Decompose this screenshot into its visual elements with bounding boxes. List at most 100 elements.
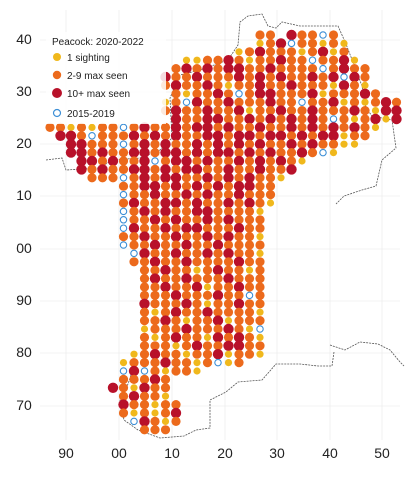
record-dot-one <box>350 115 359 123</box>
record-dot-many <box>254 155 266 167</box>
record-dot-few <box>223 114 234 124</box>
record-dot-few <box>223 265 234 275</box>
record-dot-many <box>170 113 182 125</box>
record-dot-few <box>181 232 192 242</box>
record-dot-one <box>277 174 285 182</box>
record-dot-few <box>244 89 255 99</box>
y-tick-label: 40 <box>16 31 32 47</box>
record-dot-many <box>191 97 203 108</box>
record-dot-many <box>212 88 224 100</box>
record-dot-few <box>139 290 150 300</box>
record-dot-few <box>213 97 223 107</box>
record-dot-many <box>191 122 203 133</box>
record-dot-few <box>192 316 202 326</box>
record-dot-few <box>202 139 213 149</box>
record-dot-many <box>202 113 213 125</box>
record-dot-one <box>203 283 212 291</box>
record-dot-few <box>223 89 234 99</box>
record-dot-many <box>170 290 182 301</box>
record-dot-few <box>150 383 160 393</box>
record-dot-many <box>160 315 171 326</box>
record-dot-one <box>340 132 348 140</box>
record-dot-few <box>276 89 286 99</box>
record-dot-many <box>170 155 182 167</box>
record-dot-few <box>87 148 97 158</box>
record-dot-few <box>181 265 192 275</box>
record-dot-many <box>139 416 150 427</box>
record-dot-one <box>193 367 201 375</box>
record-dot-many <box>328 122 339 133</box>
record-dot-many <box>223 97 234 108</box>
record-dot-few <box>192 232 202 242</box>
record-dot-few <box>223 139 234 149</box>
x-tick-label: 20 <box>217 445 233 461</box>
record-dot-many <box>191 206 203 217</box>
record-dot-few <box>255 131 265 141</box>
record-dot-old <box>119 140 128 148</box>
record-dot-few <box>202 89 213 99</box>
record-dot-one <box>193 266 201 274</box>
record-dot-many <box>181 189 192 200</box>
record-dot-one <box>298 48 306 56</box>
record-dot-few <box>265 47 276 57</box>
record-dot-few <box>150 265 160 275</box>
record-dot-few <box>244 349 255 359</box>
record-dot-many <box>139 122 150 133</box>
record-dot-few <box>307 64 318 74</box>
record-dot-few <box>150 248 160 258</box>
record-dot-few <box>129 374 139 384</box>
record-dot-few <box>255 55 265 65</box>
record-dot-one <box>67 123 75 131</box>
record-dot-few <box>297 106 307 116</box>
record-dot-few <box>255 97 265 107</box>
record-dot-many <box>286 164 297 175</box>
record-dot-few <box>297 72 307 82</box>
record-dot-few <box>150 164 160 174</box>
record-dot-old <box>119 224 128 232</box>
record-dot-few <box>150 416 160 426</box>
record-dot-few <box>160 307 171 317</box>
record-dot-few <box>286 72 297 82</box>
record-dot-one <box>172 342 180 350</box>
record-dot-many <box>223 122 234 133</box>
record-dot-few <box>234 232 244 242</box>
record-dot-few <box>139 131 150 141</box>
record-dot-many <box>170 214 182 225</box>
record-dot-few <box>150 316 160 326</box>
record-dot-few <box>181 198 192 208</box>
record-dot-many <box>170 130 182 141</box>
x-tick-label: 40 <box>322 445 338 461</box>
record-dot-few <box>129 139 139 149</box>
record-dot-many <box>244 113 255 125</box>
record-dot-few <box>213 215 223 225</box>
record-dot-few <box>181 139 192 149</box>
record-dot-few <box>118 383 129 393</box>
record-dot-few <box>255 290 265 300</box>
record-dot-few <box>297 122 307 132</box>
record-dot-many <box>223 273 234 284</box>
record-dot-few <box>234 114 244 124</box>
coastline-south <box>119 351 335 439</box>
record-dot-few <box>213 223 223 233</box>
record-dot-many <box>212 139 224 150</box>
record-dot-few <box>255 341 265 351</box>
record-dot-few <box>150 366 160 376</box>
record-dot-few <box>234 55 244 65</box>
record-dot-few <box>202 274 213 284</box>
record-dot-many <box>296 147 308 158</box>
record-dot-few <box>265 72 276 82</box>
record-dot-few <box>255 198 265 208</box>
record-dot-many <box>202 231 213 242</box>
record-dot-few <box>171 190 181 200</box>
record-dot-many <box>149 374 161 385</box>
record-dot-many <box>202 214 213 225</box>
record-dot-few <box>129 358 139 368</box>
record-dot-many <box>233 105 245 116</box>
record-dot-few <box>181 248 192 258</box>
record-dot-many <box>223 55 234 66</box>
record-dot-few <box>213 232 223 242</box>
record-dot-few <box>255 64 265 74</box>
record-dot-few <box>234 97 244 107</box>
record-dot-few <box>139 215 150 225</box>
